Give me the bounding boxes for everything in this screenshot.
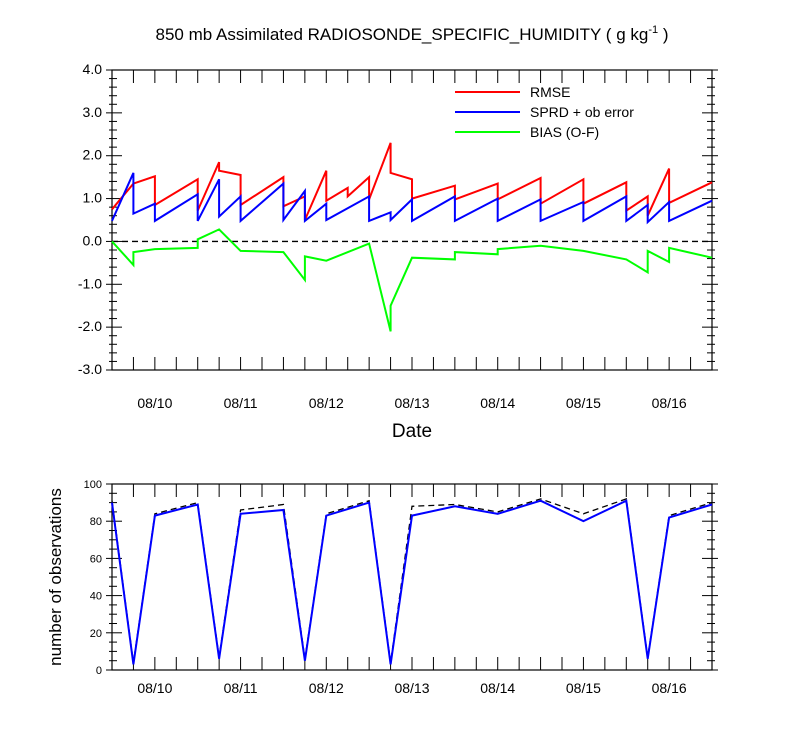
series-line-possible <box>111 498 713 663</box>
top-x-axis: 08/10 08/11 08/12 08/13 08/14 08/15 08/16 <box>132 70 692 411</box>
series-line-bias-o-f <box>111 228 713 332</box>
top-chart-title-main: 850 mb Assimilated RADIOSONDE_SPECIFIC_H… <box>156 25 649 44</box>
y-tick-label: -2.0 <box>78 318 102 334</box>
top-series-group <box>111 142 713 332</box>
legend-label-rmse: RMSE <box>530 84 570 100</box>
y-tick-label: -3.0 <box>78 361 102 377</box>
y-tick-label: 4.0 <box>83 61 103 77</box>
x-tick-label: 08/12 <box>309 395 344 411</box>
x-tick-label: 08/13 <box>394 395 429 411</box>
bottom-x-axis: 08/10 08/11 08/12 08/13 08/14 08/15 08/16 <box>132 484 692 696</box>
x-tick-label: 08/15 <box>566 395 601 411</box>
y-tick-label: 0 <box>96 665 102 677</box>
x-tick-label: 08/11 <box>224 680 258 696</box>
x-tick-label: 08/10 <box>137 680 172 696</box>
bottom-plot-frame <box>111 483 713 671</box>
top-x-axis-label: Date <box>392 421 432 442</box>
series-line-assimilated <box>111 499 713 665</box>
x-tick-label: 08/15 <box>566 680 601 696</box>
x-tick-label: 08/14 <box>480 395 515 411</box>
bottom-y-axis: 0 20 40 60 80 100 <box>84 479 718 677</box>
top-chart-title-close: ) <box>658 25 668 44</box>
y-tick-label: 80 <box>90 516 102 528</box>
bottom-series-group <box>111 498 713 665</box>
y-tick-label: 20 <box>90 628 102 640</box>
bottom-y-axis-label: number of observations <box>46 488 65 666</box>
legend-label-bias: BIAS (O-F) <box>530 124 599 140</box>
x-tick-label: 08/16 <box>652 395 687 411</box>
x-tick-label: 08/10 <box>137 395 172 411</box>
y-tick-label: 2.0 <box>83 147 103 163</box>
x-tick-label: 08/11 <box>224 395 258 411</box>
x-tick-label: 08/16 <box>652 680 687 696</box>
top-chart-title: 850 mb Assimilated RADIOSONDE_SPECIFIC_H… <box>156 24 669 44</box>
x-tick-label: 08/12 <box>309 680 344 696</box>
series-line-sprd-ob-error <box>111 172 713 225</box>
y-tick-label: 100 <box>84 479 102 491</box>
top-chart: 850 mb Assimilated RADIOSONDE_SPECIFIC_H… <box>78 24 718 442</box>
top-y-axis: -3.0 -2.0 -1.0 0.0 1.0 2.0 3.0 4.0 <box>78 61 718 377</box>
y-tick-label: 40 <box>90 591 102 603</box>
legend: RMSE SPRD + ob error BIAS (O-F) <box>455 84 634 140</box>
x-tick-label: 08/13 <box>394 680 429 696</box>
y-tick-label: 3.0 <box>83 104 103 120</box>
x-tick-label: 08/14 <box>480 680 515 696</box>
y-tick-label: 0.0 <box>83 232 103 248</box>
legend-label-sprd: SPRD + ob error <box>530 104 634 120</box>
y-tick-label: 60 <box>90 553 102 565</box>
y-tick-label: 1.0 <box>83 190 103 206</box>
y-tick-label: -1.0 <box>78 275 102 291</box>
top-chart-title-sup: -1 <box>648 24 658 36</box>
